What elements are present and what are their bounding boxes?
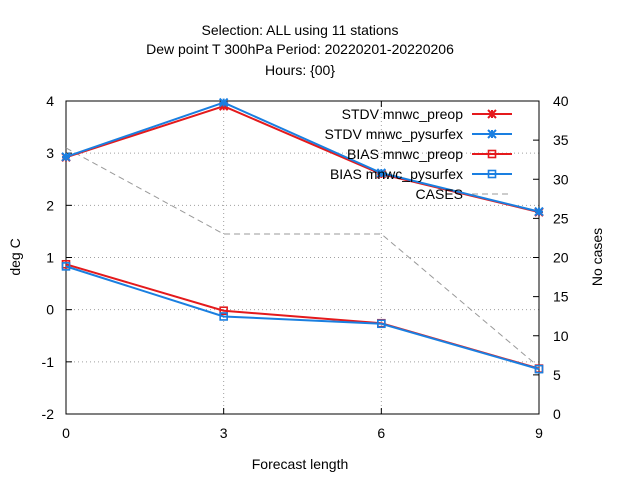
data-point — [534, 364, 544, 374]
series-bias-mnwc-pysurfex — [61, 262, 544, 374]
x-tick-label: 0 — [62, 425, 70, 441]
y2-tick-label: 35 — [553, 132, 569, 148]
legend-label: CASES — [416, 186, 463, 202]
legend-marker — [487, 109, 497, 119]
title-line-3: Hours: {00} — [265, 62, 335, 78]
series-cases — [65, 147, 540, 368]
data-point — [219, 306, 228, 316]
y2-tick-label: 20 — [553, 250, 569, 266]
data-point — [61, 152, 71, 162]
y2-tick-label: 25 — [553, 210, 569, 226]
data-point — [219, 312, 228, 321]
grid-lines — [66, 101, 539, 414]
series-line — [65, 105, 540, 214]
y-tick-label: -2 — [42, 406, 55, 422]
series-bias-mnwc-preop — [61, 259, 544, 373]
data-series — [61, 97, 544, 374]
series-line — [65, 263, 540, 370]
y-tick-label: 2 — [46, 197, 54, 213]
series-line — [65, 147, 540, 368]
y2-axis-label: No cases — [589, 228, 605, 286]
title-line-2: Dew point T 300hPa Period: 20220201-2022… — [146, 41, 454, 57]
data-point — [377, 319, 386, 329]
y2-tick-label: 15 — [553, 289, 569, 305]
legend-item: BIAS mnwc_pysurfex — [330, 166, 512, 182]
legend-marker — [487, 129, 497, 139]
y-tick-label: 1 — [46, 250, 54, 266]
x-tick-label: 3 — [220, 425, 228, 441]
series-line — [65, 265, 540, 371]
data-point — [376, 168, 387, 178]
y2-tick-label: 30 — [553, 171, 569, 187]
series-line — [65, 101, 540, 213]
x-tick-label: 6 — [377, 425, 385, 441]
y-tick-label: 0 — [46, 302, 54, 318]
data-point — [534, 206, 544, 217]
data-point — [218, 97, 229, 108]
legend-item: CASES — [416, 186, 512, 202]
chart-title: Selection: ALL using 11 stations Dew poi… — [146, 22, 454, 78]
data-point — [61, 262, 71, 271]
y-tick-label: 4 — [46, 93, 54, 109]
x-tick-label: 9 — [535, 425, 543, 441]
y-tick-label: 3 — [46, 145, 54, 161]
legend-item: STDV mnwc_pysurfex — [325, 126, 512, 142]
x-axis-label: Forecast length — [252, 456, 349, 472]
y2-tick-label: 5 — [553, 367, 561, 383]
y2-tick-label: 10 — [553, 328, 569, 344]
legend-label: BIAS mnwc_preop — [347, 146, 463, 162]
legend-label: STDV mnwc_pysurfex — [325, 126, 463, 142]
legend-item: BIAS mnwc_preop — [347, 146, 512, 162]
legend-marker — [487, 149, 497, 159]
y-tick-label: -1 — [42, 354, 55, 370]
legend-label: BIAS mnwc_pysurfex — [330, 166, 463, 182]
series-stdv-mnwc-preop — [61, 101, 544, 217]
title-line-1: Selection: ALL using 11 stations — [202, 22, 399, 38]
legend-marker — [487, 169, 497, 179]
series-stdv-mnwc-pysurfex — [61, 97, 544, 217]
legend: STDV mnwc_preop STDV mnwc_pysurfex BIAS mn… — [325, 106, 512, 202]
y2-tick-label: 40 — [553, 93, 569, 109]
legend-label: STDV mnwc_preop — [342, 106, 464, 122]
y2-tick-label: 0 — [553, 406, 561, 422]
legend-item: STDV mnwc_preop — [342, 106, 512, 122]
y-axis-label: deg C — [7, 238, 23, 275]
